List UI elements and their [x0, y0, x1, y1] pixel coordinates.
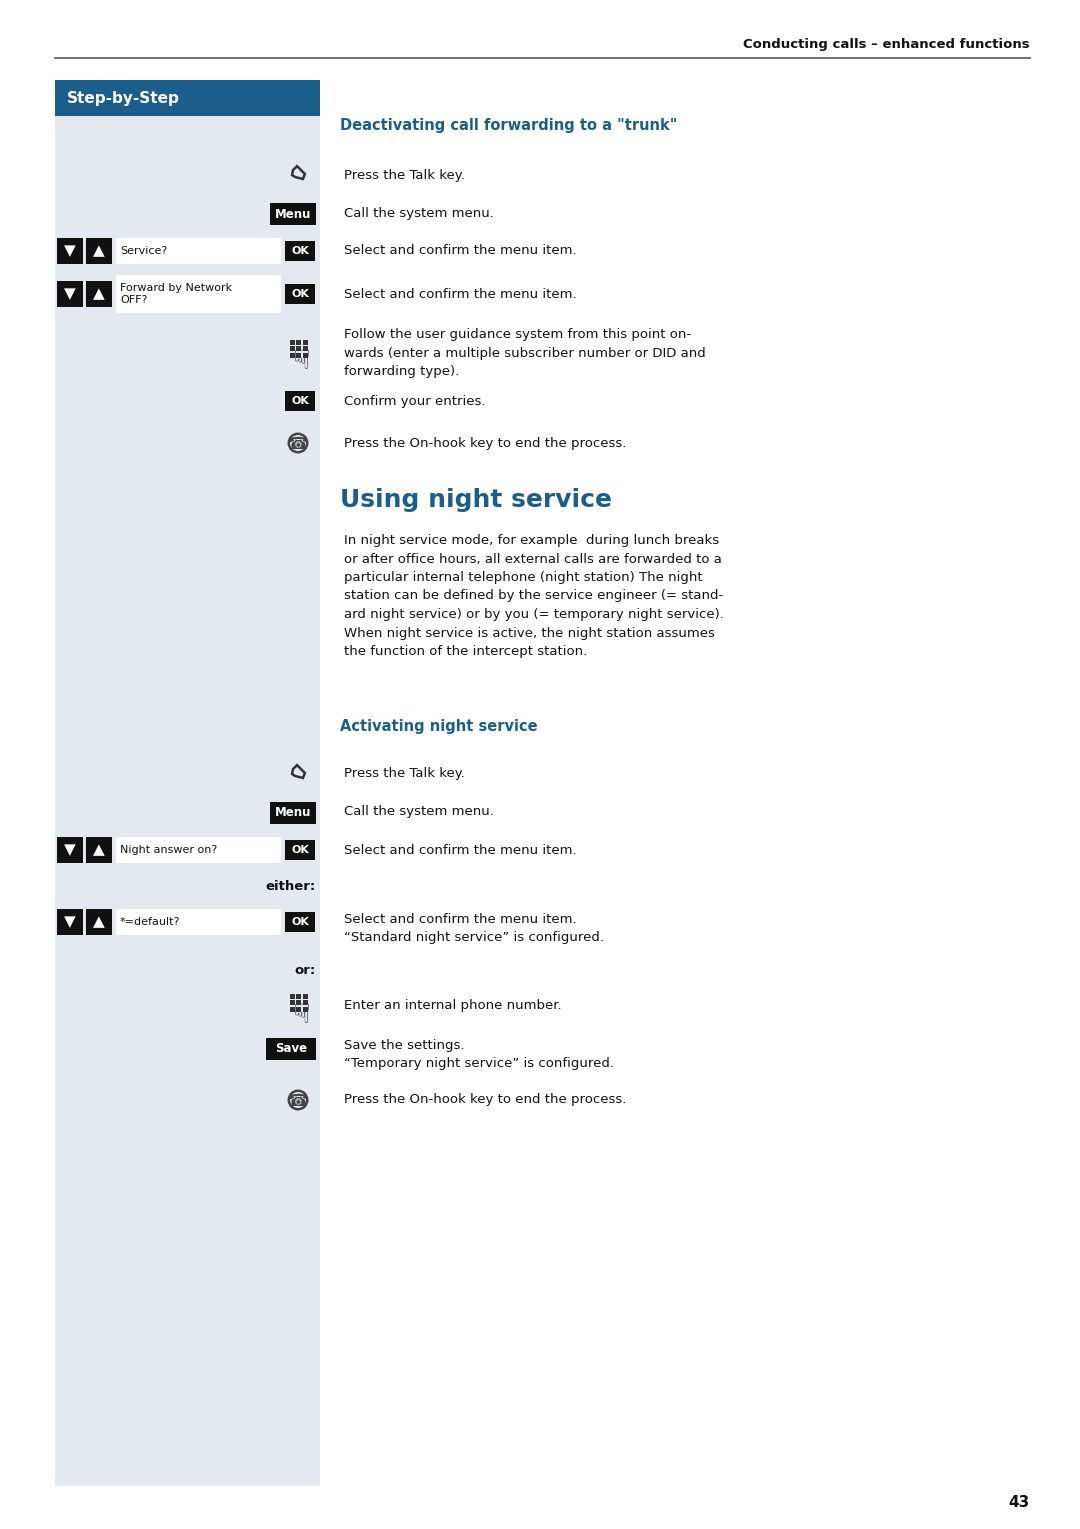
- Bar: [55, 80, 320, 116]
- Bar: [266, 1038, 316, 1060]
- Text: In night service mode, for example  during lunch breaks
or after office hours, a: In night service mode, for example durin…: [345, 534, 724, 657]
- Text: Select and confirm the menu item.: Select and confirm the menu item.: [345, 287, 577, 301]
- Text: Forward by Network
OFF?: Forward by Network OFF?: [120, 283, 232, 304]
- Bar: [116, 239, 281, 265]
- Bar: [296, 353, 301, 358]
- Text: Select and confirm the menu item.: Select and confirm the menu item.: [345, 844, 577, 856]
- Bar: [296, 994, 301, 998]
- Text: Select and confirm the menu item.
“Standard night service” is configured.: Select and confirm the menu item. “Stand…: [345, 913, 604, 945]
- Text: Save: Save: [275, 1043, 307, 1055]
- Bar: [285, 839, 315, 859]
- Text: Night answer on?: Night answer on?: [120, 846, 217, 855]
- Text: ▼: ▼: [64, 286, 76, 301]
- Bar: [289, 347, 295, 352]
- Bar: [296, 1008, 301, 1012]
- Text: ▲: ▲: [93, 914, 105, 930]
- Text: ▲: ▲: [93, 286, 105, 301]
- Text: Call the system menu.: Call the system menu.: [345, 206, 494, 220]
- Bar: [270, 203, 316, 225]
- Bar: [303, 353, 308, 358]
- Bar: [57, 281, 83, 307]
- Text: Enter an internal phone number.: Enter an internal phone number.: [345, 1000, 562, 1012]
- Text: Step-by-Step: Step-by-Step: [67, 90, 180, 106]
- Text: Menu: Menu: [274, 806, 311, 820]
- Bar: [289, 994, 295, 998]
- Bar: [285, 911, 315, 933]
- Bar: [57, 239, 83, 265]
- Text: Select and confirm the menu item.: Select and confirm the menu item.: [345, 245, 577, 257]
- Text: Activating night service: Activating night service: [340, 719, 538, 734]
- Text: Confirm your entries.: Confirm your entries.: [345, 394, 486, 408]
- Text: ☞: ☞: [283, 349, 310, 373]
- Bar: [296, 347, 301, 352]
- Text: OK: OK: [292, 289, 309, 300]
- Text: Using night service: Using night service: [340, 488, 612, 512]
- Text: ☎: ☎: [287, 1092, 309, 1110]
- Text: ▲: ▲: [93, 243, 105, 258]
- Bar: [303, 994, 308, 998]
- Text: Save the settings.
“Temporary night service” is configured.: Save the settings. “Temporary night serv…: [345, 1040, 615, 1070]
- Bar: [116, 275, 281, 313]
- Text: Press the On-hook key to end the process.: Press the On-hook key to end the process…: [345, 1093, 626, 1107]
- Text: or:: or:: [295, 965, 316, 977]
- Bar: [303, 1008, 308, 1012]
- Text: Menu: Menu: [274, 208, 311, 220]
- Text: OK: OK: [292, 396, 309, 407]
- Bar: [289, 339, 295, 346]
- Bar: [86, 836, 112, 862]
- Bar: [296, 1000, 301, 1006]
- Bar: [55, 116, 320, 1486]
- Text: Follow the user guidance system from this point on-
wards (enter a multiple subs: Follow the user guidance system from thi…: [345, 329, 705, 378]
- Text: OK: OK: [292, 846, 309, 855]
- Text: *=default?: *=default?: [120, 917, 180, 927]
- Bar: [289, 353, 295, 358]
- Text: ▼: ▼: [64, 243, 76, 258]
- Text: 43: 43: [1009, 1495, 1030, 1511]
- Bar: [303, 339, 308, 346]
- Bar: [285, 284, 315, 304]
- Text: OK: OK: [292, 246, 309, 255]
- Bar: [289, 1008, 295, 1012]
- Bar: [86, 239, 112, 265]
- Bar: [285, 242, 315, 261]
- Bar: [296, 339, 301, 346]
- Bar: [289, 1000, 295, 1006]
- Text: Press the Talk key.: Press the Talk key.: [345, 168, 464, 182]
- Text: OK: OK: [292, 917, 309, 927]
- Bar: [57, 836, 83, 862]
- Text: Press the On-hook key to end the process.: Press the On-hook key to end the process…: [345, 436, 626, 450]
- Bar: [86, 910, 112, 936]
- Text: ▲: ▲: [93, 842, 105, 858]
- Bar: [116, 910, 281, 936]
- Text: either:: either:: [266, 881, 316, 893]
- Text: Service?: Service?: [120, 246, 167, 255]
- Bar: [116, 836, 281, 862]
- Text: ▼: ▼: [64, 914, 76, 930]
- Bar: [86, 281, 112, 307]
- Bar: [285, 391, 315, 411]
- Text: Conducting calls – enhanced functions: Conducting calls – enhanced functions: [743, 38, 1030, 50]
- Text: ☎: ☎: [287, 434, 309, 453]
- Bar: [303, 347, 308, 352]
- Text: Press the Talk key.: Press the Talk key.: [345, 768, 464, 780]
- Bar: [57, 910, 83, 936]
- Text: ☞: ☞: [283, 1001, 310, 1026]
- Text: Deactivating call forwarding to a "trunk": Deactivating call forwarding to a "trunk…: [340, 118, 677, 133]
- Bar: [303, 1000, 308, 1006]
- Text: ▼: ▼: [64, 842, 76, 858]
- Text: Call the system menu.: Call the system menu.: [345, 806, 494, 818]
- Bar: [270, 803, 316, 824]
